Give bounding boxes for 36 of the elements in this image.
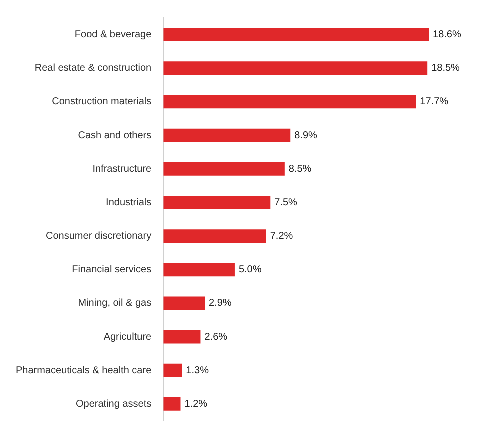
y-tick-label: Industrials [106,197,152,208]
bar [164,128,291,142]
y-tick-label: Real estate & construction [34,63,152,74]
bar [164,330,201,344]
y-tick-label: Food & beverage [74,30,152,41]
data-label: 17.7% [420,96,449,108]
y-tick-label: Operating assets [76,398,152,410]
y-tick-label: Agriculture [104,332,152,343]
data-label: 8.9% [294,130,318,142]
bar [164,28,430,42]
bar [164,62,428,76]
y-tick-label: Cash and others [78,130,152,142]
bar [164,263,235,277]
data-label: 2.9% [209,298,232,310]
bar [164,196,271,210]
data-label: 8.5% [288,164,312,175]
data-label: 18.6% [433,30,462,41]
y-tick-label: Infrastructure [92,164,152,175]
data-label: 2.6% [204,332,228,343]
data-label: 5.0% [238,264,262,276]
bar [164,397,181,411]
bar [164,296,206,310]
bar [164,364,182,378]
y-tick-label: Pharmaceuticals & health care [16,365,152,376]
bar [164,162,285,176]
data-label: 7.5% [274,197,298,208]
bar [164,95,416,109]
y-tick-label: Financial services [72,264,152,276]
y-tick-label: Construction materials [52,96,152,108]
bar [164,230,266,244]
data-label: 1.2% [184,398,208,410]
y-tick-label: Mining, oil & gas [78,298,152,310]
y-tick-label: Consumer discretionary [46,231,152,242]
data-label: 18.5% [432,63,460,74]
data-label: 1.3% [186,365,210,376]
data-label: 7.2% [270,231,294,242]
